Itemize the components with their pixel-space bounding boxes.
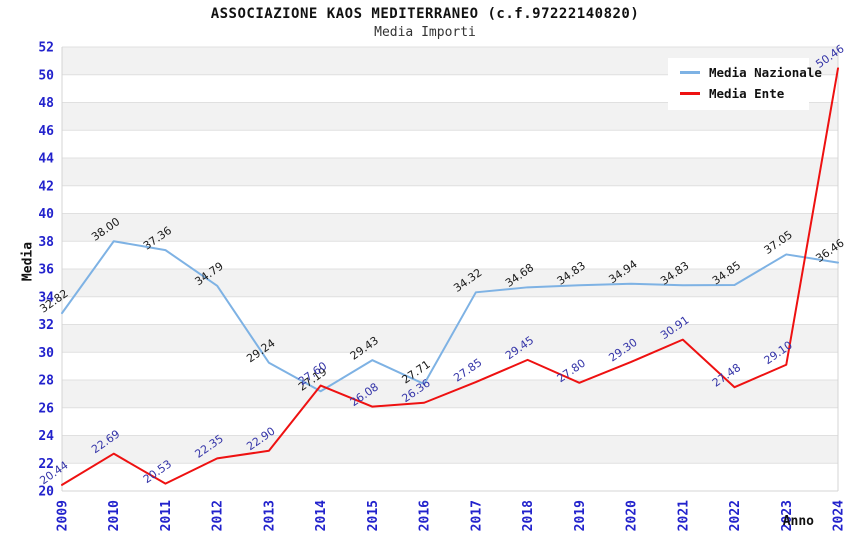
plot-band: [62, 296, 838, 325]
series-line-media-ente: [61, 67, 839, 486]
y-tick-label: 38: [38, 235, 54, 250]
y-tick-label: 44: [38, 152, 54, 167]
y-tick-label: 34: [38, 290, 54, 305]
legend-dash-nazionale-icon: [680, 71, 700, 74]
x-tick-label: 2021: [676, 500, 691, 531]
legend-label-nazionale: Media Nazionale: [709, 65, 822, 80]
plot-band: [62, 269, 838, 297]
y-tick-label: 46: [38, 124, 54, 139]
x-tick-label: 2014: [314, 500, 329, 531]
x-tick-label: 2010: [107, 500, 122, 531]
x-axis-title: Anno: [782, 514, 814, 529]
plot-band: [62, 158, 838, 186]
plot-band: [62, 435, 838, 464]
plot-band: [62, 407, 838, 436]
x-tick-label: 2012: [211, 500, 226, 531]
x-tick-label: 2022: [728, 500, 743, 531]
y-tick-label: 22: [38, 457, 54, 472]
x-tick-label: 2019: [573, 500, 588, 531]
plot-band: [62, 241, 838, 269]
series-line-media-nazionale: [61, 240, 839, 393]
y-tick-label: 50: [38, 68, 54, 83]
x-tick-label: 2015: [366, 500, 381, 531]
y-axis-title: Media: [20, 241, 36, 282]
legend-item-media-nazionale[interactable]: Media Nazionale: [668, 62, 822, 83]
legend-dash-ente-icon: [680, 92, 700, 95]
y-tick-label: 42: [38, 179, 54, 194]
x-tick-label: 2009: [56, 500, 71, 531]
x-tick-label: 2013: [262, 500, 277, 531]
y-tick-label: 20: [38, 485, 54, 500]
legend-item-media-ente[interactable]: Media Ente: [668, 83, 809, 104]
x-tick-label: 2018: [521, 500, 536, 531]
x-tick-label: 2023: [780, 500, 795, 531]
y-tick-label: 30: [38, 346, 54, 361]
x-tick-label: 2011: [159, 500, 174, 531]
plot-band: [62, 463, 838, 491]
plot-band: [62, 352, 838, 380]
plot-band: [62, 380, 838, 408]
chart-subtitle: Media Importi: [374, 25, 476, 40]
legend-label-ente: Media Ente: [709, 86, 785, 101]
plot-band: [62, 185, 838, 214]
legend: Media Nazionale Media Ente: [668, 58, 822, 110]
y-tick-label: 24: [38, 429, 54, 444]
x-tick-label: 2020: [625, 500, 640, 531]
y-tick-label: 40: [38, 207, 54, 222]
y-tick-label: 48: [38, 96, 54, 111]
y-tick-label: 36: [38, 263, 54, 278]
y-tick-label: 52: [38, 41, 54, 56]
y-tick-label: 26: [38, 401, 54, 416]
x-tick-label: 2016: [418, 500, 433, 531]
x-tick-label: 2017: [469, 500, 484, 531]
chart-title: ASSOCIAZIONE KAOS MEDITERRANEO (c.f.9722…: [210, 6, 640, 22]
plot-band: [62, 213, 838, 242]
y-tick-label: 32: [38, 318, 54, 333]
y-tick-label: 28: [38, 374, 54, 389]
plot-band: [62, 130, 838, 158]
x-tick-label: 2024: [832, 500, 847, 531]
